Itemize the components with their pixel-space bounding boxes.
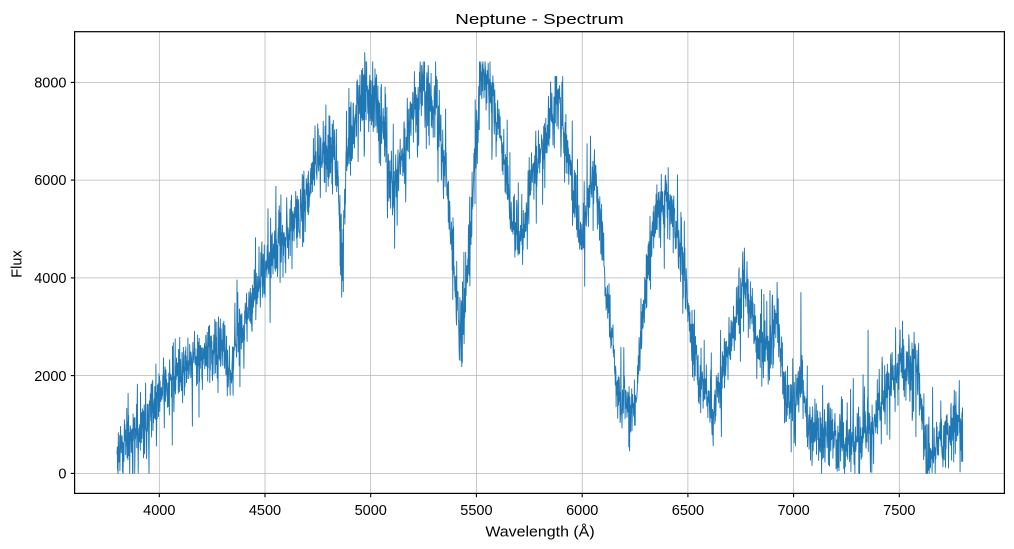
svg-text:7000: 7000 [777,503,809,519]
svg-text:5500: 5500 [460,503,492,519]
svg-text:Flux: Flux [10,250,26,278]
svg-text:0: 0 [58,467,66,483]
svg-text:8000: 8000 [34,76,66,92]
svg-text:7500: 7500 [883,503,915,519]
svg-text:Wavelength (Å): Wavelength (Å) [485,524,594,540]
svg-text:2000: 2000 [34,369,66,385]
svg-text:4500: 4500 [249,503,281,519]
svg-text:6000: 6000 [34,173,66,189]
svg-text:6000: 6000 [566,503,598,519]
svg-text:6500: 6500 [672,503,704,519]
svg-text:5000: 5000 [355,503,387,519]
svg-text:Neptune - Spectrum: Neptune - Spectrum [455,11,623,27]
svg-text:4000: 4000 [34,271,66,287]
svg-text:4000: 4000 [143,503,175,519]
